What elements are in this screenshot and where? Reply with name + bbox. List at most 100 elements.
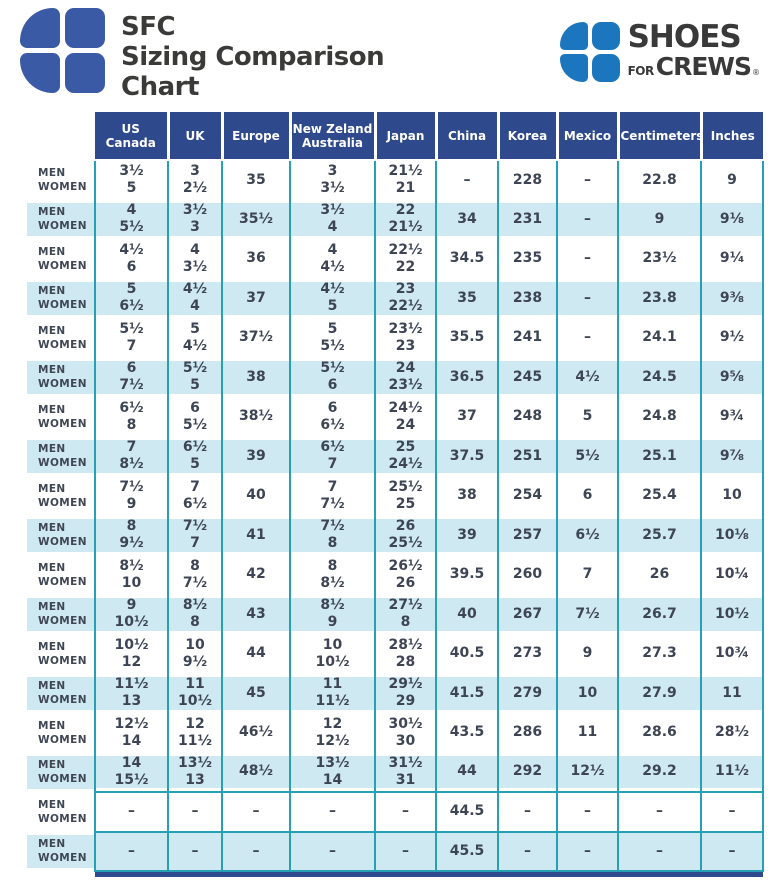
cell-korea: 286 — [497, 713, 557, 753]
cell-europe: 38½ — [221, 397, 290, 437]
cell-japan: 27½ 8 — [374, 594, 436, 634]
cell-mexico: 5 — [556, 397, 618, 437]
shoes-for-crews-logo: SHOES FOR CREWS ® — [559, 0, 770, 82]
cell-uk: 11 10½ — [167, 673, 222, 713]
cell-europe: 45 — [221, 673, 290, 713]
cell-korea: 231 — [497, 199, 557, 239]
cell-uk: 3 2½ — [167, 160, 222, 200]
cell-mexico: – — [556, 830, 618, 872]
cell-china: 34.5 — [435, 239, 498, 279]
cell-us: 3½ 5 — [94, 160, 168, 200]
cell-mexico: – — [556, 318, 618, 358]
cell-korea: 248 — [497, 397, 557, 437]
size-row: MEN WOMEN – – – – –44.5– – – – — [0, 791, 764, 832]
sfc-logo: SFC Sizing Comparison Chart — [0, 0, 385, 102]
title-line: SFC — [121, 12, 176, 42]
logo-tile — [591, 22, 620, 50]
cell-cm: 9 — [617, 199, 701, 239]
cell-europe: 43 — [221, 594, 290, 634]
column-header-us: US Canada — [95, 112, 170, 161]
logo-tile — [65, 8, 105, 48]
row-label-men-women: MEN WOMEN — [38, 798, 87, 825]
size-row: MEN WOMEN 7½ 9 7 6½ 40 7 7½ 25½ 25 38 254 6 25.4 10 — [0, 476, 764, 516]
cell-nz: 3 3½ — [289, 160, 375, 200]
sfc-logo-icon — [20, 8, 105, 102]
cell-japan: 31½ 31 — [374, 752, 436, 792]
cell-nz: 7½ 8 — [289, 515, 375, 555]
column-header-europe: Europe — [222, 112, 292, 161]
cell-uk: – — [167, 830, 222, 872]
cell-nz: 8½ 9 — [289, 594, 375, 634]
cell-japan: – — [374, 830, 436, 872]
registered-mark: ® — [752, 68, 760, 77]
size-row: MEN WOMEN 3½ 5 3 2½ 35 3 3½ 21½ 21–228–22.8 9 — [0, 160, 764, 200]
cell-europe: 36 — [221, 239, 290, 279]
logo-tile — [65, 53, 105, 93]
cell-cm: 26.7 — [617, 594, 701, 634]
cell-mexico: 12½ — [556, 752, 618, 792]
cell-cm: 25.4 — [617, 476, 701, 516]
row-label-men-women: MEN WOMEN — [0, 357, 95, 397]
cell-china: 38 — [435, 476, 498, 516]
cell-cm: 26 — [617, 555, 701, 595]
cell-japan: 22 21½ — [374, 199, 436, 239]
cell-uk: 5½ 5 — [167, 357, 222, 397]
cell-japan: 23½ 23 — [374, 318, 436, 358]
row-label-men-women: MEN WOMEN — [38, 166, 87, 193]
column-header-japan: Japan — [375, 112, 438, 161]
cell-uk: 13½ 13 — [167, 752, 222, 792]
row-label-men-women: MEN WOMEN — [0, 515, 95, 555]
cell-inches: 10¼ — [700, 555, 764, 595]
cell-us: 6 7½ — [94, 357, 168, 397]
cell-japan: – — [374, 791, 436, 832]
cell-china: 40 — [435, 594, 498, 634]
cell-uk: 3½ 3 — [167, 199, 222, 239]
cell-china: 39.5 — [435, 555, 498, 595]
cell-mexico: 7 — [556, 555, 618, 595]
brand-wordmark: SHOES FOR CREWS ® — [627, 19, 760, 80]
cell-uk: – — [167, 791, 222, 832]
cell-nz: 6 6½ — [289, 397, 375, 437]
cell-china: 39 — [435, 515, 498, 555]
cell-mexico: – — [556, 791, 618, 832]
cell-inches: 9¾ — [700, 397, 764, 437]
cell-us: 8½ 10 — [94, 555, 168, 595]
cell-china: 43.5 — [435, 713, 498, 753]
cell-mexico: 7½ — [556, 594, 618, 634]
cell-japan: 24½ 24 — [374, 397, 436, 437]
cell-inches: 9¹⁄₈ — [700, 199, 764, 239]
cell-inches: 9⁷⁄₈ — [700, 436, 764, 476]
column-header-korea: Korea — [498, 112, 559, 161]
cell-cm: 22.8 — [617, 160, 701, 200]
cell-inches: 9³⁄₈ — [700, 278, 764, 318]
row-label-men-women: MEN WOMEN — [38, 640, 87, 667]
cell-uk: 12 11½ — [167, 713, 222, 753]
cell-inches: 10¹⁄₈ — [700, 515, 764, 555]
shoes-for-crews-logo-icon — [559, 22, 620, 82]
cell-inches: 9⁵⁄₈ — [700, 357, 764, 397]
cell-europe: 48½ — [221, 752, 290, 792]
logo-tile — [20, 8, 60, 48]
cell-china: 40.5 — [435, 634, 498, 674]
cell-japan: 26 25½ — [374, 515, 436, 555]
cell-uk: 7 6½ — [167, 476, 222, 516]
cell-us: 5 6½ — [94, 278, 168, 318]
cell-cm: 28.6 — [617, 713, 701, 753]
cell-korea: 228 — [497, 160, 557, 200]
cell-us: 7½ 9 — [94, 476, 168, 516]
cell-china: 44.5 — [435, 791, 498, 832]
cell-uk: 5 4½ — [167, 318, 222, 358]
title-line: Chart — [121, 72, 199, 102]
cell-nz: 12 12½ — [289, 713, 375, 753]
cell-nz: 11 11½ — [289, 673, 375, 713]
brand-word-for: FOR — [627, 64, 655, 78]
size-row: MEN WOMEN 6½ 8 6 5½ 38½ 6 6½ 24½ 24 37 248 5 24.8 9¾ — [0, 397, 764, 437]
column-header-inches: Inches — [701, 112, 763, 161]
brand-word-shoes: SHOES — [627, 19, 742, 55]
cell-korea: – — [497, 830, 557, 872]
cell-japan: 30½ 30 — [374, 713, 436, 753]
size-row: MEN WOMEN 12½ 14 12 11½ 46½ 12 12½ 30½ 30 43.5 286 11… — [0, 713, 764, 753]
cell-nz: 10 10½ — [289, 634, 375, 674]
cell-inches: 9 — [700, 160, 764, 200]
cell-mexico: 6 — [556, 476, 618, 516]
